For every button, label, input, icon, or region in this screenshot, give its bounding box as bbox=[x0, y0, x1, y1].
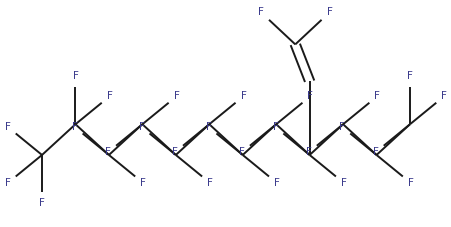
Text: F: F bbox=[205, 122, 211, 132]
Text: F: F bbox=[5, 178, 11, 188]
Text: F: F bbox=[339, 122, 345, 132]
Text: F: F bbox=[5, 122, 11, 132]
Text: F: F bbox=[106, 91, 112, 101]
Text: F: F bbox=[173, 91, 179, 101]
Text: F: F bbox=[372, 147, 378, 157]
Text: F: F bbox=[272, 122, 278, 132]
Text: F: F bbox=[72, 122, 78, 132]
Text: F: F bbox=[72, 71, 78, 81]
Text: F: F bbox=[305, 147, 311, 157]
Text: F: F bbox=[258, 7, 263, 17]
Text: F: F bbox=[239, 147, 244, 157]
Text: F: F bbox=[326, 7, 331, 17]
Text: F: F bbox=[140, 178, 146, 188]
Text: F: F bbox=[407, 178, 413, 188]
Text: F: F bbox=[207, 178, 212, 188]
Text: F: F bbox=[172, 147, 178, 157]
Text: F: F bbox=[39, 198, 45, 208]
Text: F: F bbox=[240, 91, 246, 101]
Text: F: F bbox=[340, 178, 346, 188]
Text: F: F bbox=[105, 147, 111, 157]
Text: F: F bbox=[406, 71, 412, 81]
Text: F: F bbox=[273, 178, 279, 188]
Text: F: F bbox=[373, 91, 379, 101]
Text: F: F bbox=[307, 91, 313, 101]
Text: F: F bbox=[440, 91, 446, 101]
Text: F: F bbox=[138, 122, 144, 132]
